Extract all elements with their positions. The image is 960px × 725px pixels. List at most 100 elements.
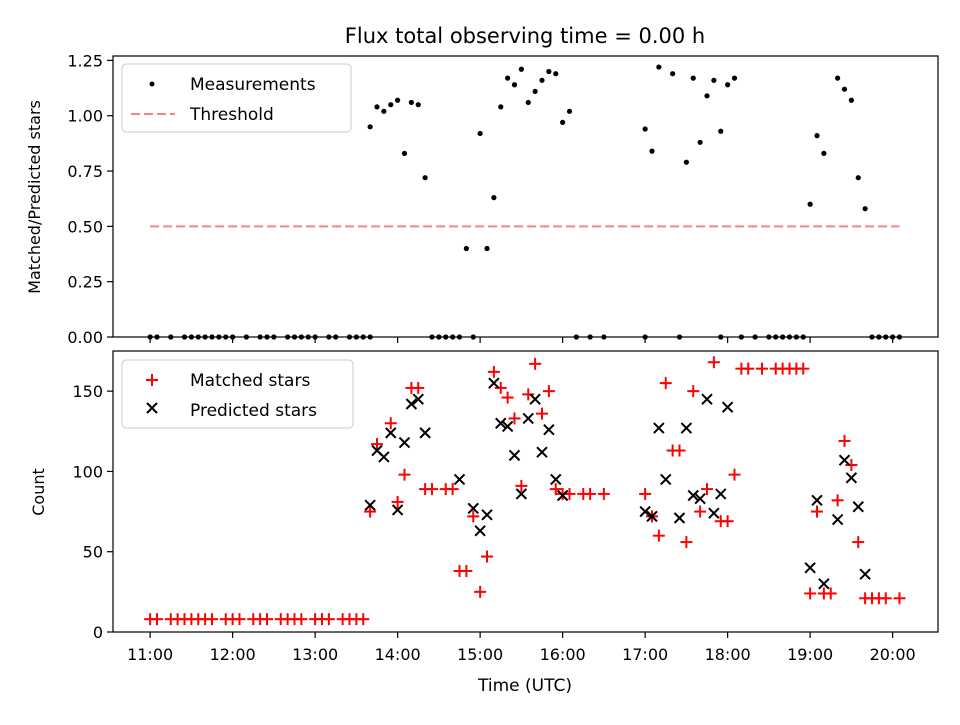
measurement-point (690, 75, 696, 81)
predicted-star-point (715, 488, 727, 500)
predicted-star-point (391, 504, 404, 516)
ratio-y-tick-label: 0.75 (67, 162, 103, 181)
count-y-tick-label: 150 (72, 382, 103, 401)
count-x-tick-label: 15:00 (457, 645, 503, 664)
measurement-point (821, 150, 827, 156)
matched-star-point (659, 377, 672, 390)
predicted-star-point (680, 422, 693, 434)
ratio-y-tick-label: 0.50 (67, 217, 103, 236)
measurement-point (422, 175, 428, 181)
predicted-star-point (550, 473, 562, 486)
x-axis-label: Time (UTC) (477, 676, 572, 696)
matched-star-point (707, 356, 720, 369)
matched-star-point (742, 362, 755, 375)
measurement-point (725, 82, 731, 88)
matched-star-point (584, 487, 597, 500)
matched-star-point (508, 412, 521, 425)
predicted-star-point (660, 473, 672, 486)
matched-star-point (364, 505, 377, 518)
measurement-point (553, 71, 559, 77)
matched-star-point (384, 417, 397, 430)
predicted-star-point (522, 412, 534, 425)
matched-star-point (529, 357, 542, 370)
measurement-point (498, 104, 504, 110)
measurement-point (395, 97, 401, 103)
legend-predicted-marker (146, 402, 158, 414)
matched-star-point (261, 613, 273, 626)
count-x-tick-label: 16:00 (540, 645, 586, 664)
legend-measurements-label: Measurements (190, 75, 316, 95)
matched-star-point (811, 505, 823, 518)
matched-star-point (852, 536, 865, 549)
predicted-star-point (708, 507, 720, 519)
matched-star-point (467, 510, 480, 523)
measurement-point (539, 77, 545, 83)
measurement-point (649, 148, 655, 154)
matched-star-point (446, 483, 459, 496)
measurement-point (463, 245, 469, 252)
measurement-point (415, 102, 421, 108)
matched-star-point (879, 592, 892, 605)
matched-star-point (494, 381, 507, 394)
predicted-star-point (364, 499, 376, 511)
matched-star-point (515, 479, 528, 492)
matched-star-point (824, 587, 837, 600)
predicted-star-point (419, 427, 431, 439)
measurement-point (381, 108, 387, 114)
measurement-point (560, 119, 566, 125)
measurement-point (642, 126, 648, 132)
count-x-tick-label: 13:00 (292, 645, 338, 664)
predicted-star-point (405, 398, 418, 410)
predicted-star-point (804, 562, 816, 574)
ratio-y-ticks: 0.00 0.25 0.50 0.75 1.00 1.25 (67, 51, 113, 347)
matched-star-point (652, 529, 665, 542)
predicted-star-point (687, 489, 699, 502)
measurement-point (505, 75, 511, 81)
predicted-star-point (673, 512, 686, 524)
matched-star-point (756, 362, 768, 375)
ratio-y-axis-label: Matched/Predicted stars (25, 100, 44, 294)
matched-star-point (536, 407, 548, 420)
predicted-star-point (859, 568, 871, 580)
matched-star-point (481, 550, 493, 563)
predicted-star-point (852, 501, 864, 513)
ratio-y-tick-label: 0.00 (67, 328, 103, 347)
count-x-tick-label: 14:00 (375, 645, 421, 664)
predicted-star-point (515, 488, 528, 500)
measurement-point (408, 99, 414, 106)
measurement-point (477, 130, 483, 137)
chart-title: Flux total observing time = 0.00 h (345, 24, 705, 48)
matched-star-point (151, 613, 163, 626)
measurement-point (683, 159, 689, 165)
count-y-axis-label: Count (29, 468, 48, 516)
predicted-star-point (543, 423, 555, 436)
matched-star-point (295, 613, 308, 626)
count-y-tick-label: 100 (72, 462, 103, 481)
measurement-point (374, 104, 380, 110)
matched-star-point (687, 385, 700, 398)
ratio-legend: Measurements Threshold (121, 63, 352, 133)
count-axes-frame (112, 350, 939, 633)
predicted-star-point (385, 427, 397, 439)
ratio-y-tick-label: 1.00 (67, 107, 103, 126)
measurement-point (511, 82, 518, 88)
measurement-point (518, 66, 524, 72)
measurement-point (525, 99, 531, 106)
legend-matched-label: Matched stars (190, 371, 310, 391)
legend-threshold-label: Threshold (189, 105, 274, 125)
matched-star-point (701, 483, 713, 496)
ratio-y-tick-label: 0.25 (67, 273, 103, 292)
matched-star-point (501, 391, 514, 404)
measurement-point (656, 64, 662, 70)
predicted-star-point (838, 454, 851, 466)
matched-star-point (542, 385, 555, 398)
predicted-star-point (721, 401, 734, 413)
matched-star-point (357, 613, 370, 626)
matched-star-point (721, 515, 734, 528)
count-x-tick-label: 19:00 (787, 645, 833, 664)
matched-star-point (838, 434, 851, 447)
matched-star-point (597, 487, 610, 500)
predicted-star-point (653, 422, 665, 434)
predicted-star-point (646, 510, 658, 523)
